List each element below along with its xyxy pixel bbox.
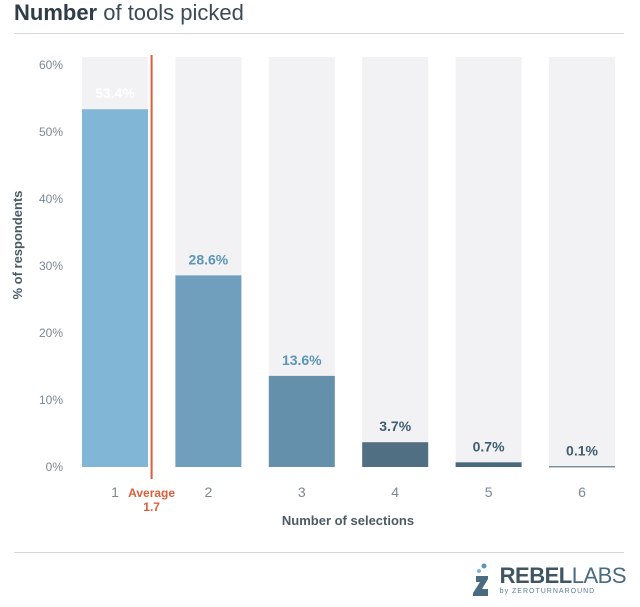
- x-tick-label-2: 2: [205, 484, 213, 500]
- logo-labs: LABS: [571, 563, 627, 588]
- rebellabs-logo: REBELLABS by ZEROTURNAROUND: [470, 562, 627, 598]
- average-label: Average: [128, 486, 175, 500]
- value-label-6: 0.1%: [566, 442, 598, 458]
- y-tick-label: 0%: [46, 460, 64, 474]
- background-column-4: [362, 57, 429, 467]
- value-label-3: 13.6%: [282, 352, 322, 368]
- bar-2: [175, 275, 242, 467]
- flask-icon: [470, 562, 496, 598]
- logo-rebel: REBEL: [499, 563, 573, 588]
- bar-1: [82, 109, 148, 467]
- average-value: 1.7: [143, 500, 160, 514]
- y-axis-title: % of respondents: [10, 190, 25, 299]
- bottom-divider: [14, 552, 624, 553]
- x-tick-label-6: 6: [578, 484, 586, 500]
- background-column-6: [549, 57, 615, 467]
- y-tick-label: 30%: [39, 259, 63, 273]
- value-label-2: 28.6%: [189, 251, 229, 267]
- y-tick-label: 20%: [39, 326, 63, 340]
- y-tick-label: 40%: [39, 192, 63, 206]
- bar-3: [268, 375, 335, 467]
- bar-4: [362, 442, 429, 467]
- x-tick-label-5: 5: [485, 484, 493, 500]
- y-tick-label: 50%: [39, 125, 63, 139]
- y-tick-label: 10%: [39, 393, 63, 407]
- bar-chart: 0% 10% 20% 30% 40% 50% 60% 53.4% 28.6% 13.6% 3.7% 0…: [10, 55, 615, 528]
- x-axis-title: Number of selections: [282, 513, 414, 528]
- background-column-5: [455, 57, 522, 467]
- value-label-5: 0.7%: [473, 438, 505, 454]
- value-label-1: 53.4%: [95, 85, 135, 101]
- top-divider: [14, 33, 624, 34]
- x-tick-label-4: 4: [391, 484, 399, 500]
- value-label-4: 3.7%: [379, 418, 411, 434]
- bar-5: [455, 462, 522, 467]
- x-tick-label-1: 1: [111, 484, 119, 500]
- y-tick-label: 60%: [39, 58, 63, 72]
- bar-6: [549, 466, 615, 468]
- x-tick-label-3: 3: [298, 484, 306, 500]
- logo-subtitle: by ZEROTURNAROUND: [499, 588, 596, 595]
- chart-title: Number of tools picked: [14, 0, 244, 26]
- chart-title-bold: Number: [14, 0, 98, 25]
- chart-title-rest: of tools picked: [97, 0, 244, 25]
